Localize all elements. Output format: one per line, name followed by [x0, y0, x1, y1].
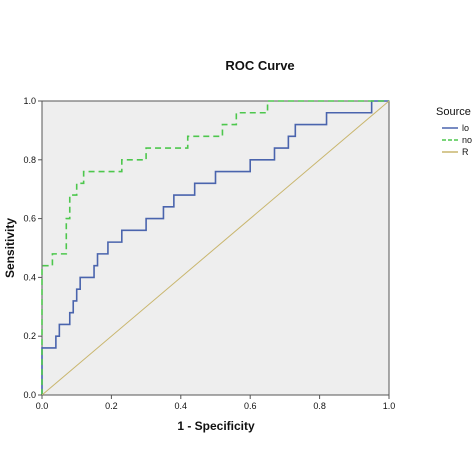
chart-title: ROC Curve	[225, 58, 294, 73]
legend-label-r: R	[462, 147, 469, 157]
series-line-no	[41, 100, 389, 395]
series-line-r	[41, 100, 390, 396]
y-tick-label: 0.0	[23, 390, 36, 400]
x-tick-label: 0.6	[244, 401, 257, 411]
y-tick-label: 0.4	[23, 272, 36, 282]
y-axis-label: Sensitivity	[3, 218, 17, 278]
series-line-lo	[41, 100, 389, 395]
legend: Source lo no R	[436, 106, 472, 157]
y-tick-label: 0.8	[23, 155, 36, 165]
legend-title: Source	[436, 106, 471, 118]
series-layer	[41, 100, 390, 396]
legend-label-no: no	[462, 135, 472, 145]
x-tick-label: 0.4	[175, 401, 188, 411]
x-axis: 0.0 0.2 0.4 0.6 0.8 1.0	[36, 395, 396, 411]
y-axis: 0.0 0.2 0.4 0.6 0.8 1.0	[23, 96, 42, 400]
x-tick-label: 0.2	[105, 401, 118, 411]
legend-label-lo: lo	[462, 123, 469, 133]
y-tick-label: 1.0	[23, 96, 36, 106]
y-tick-label: 0.6	[23, 214, 36, 224]
x-axis-label: 1 - Specificity	[177, 419, 255, 433]
x-tick-label: 0.8	[313, 401, 326, 411]
x-tick-label: 0.0	[36, 401, 49, 411]
y-tick-label: 0.2	[23, 331, 36, 341]
x-tick-label: 1.0	[383, 401, 396, 411]
